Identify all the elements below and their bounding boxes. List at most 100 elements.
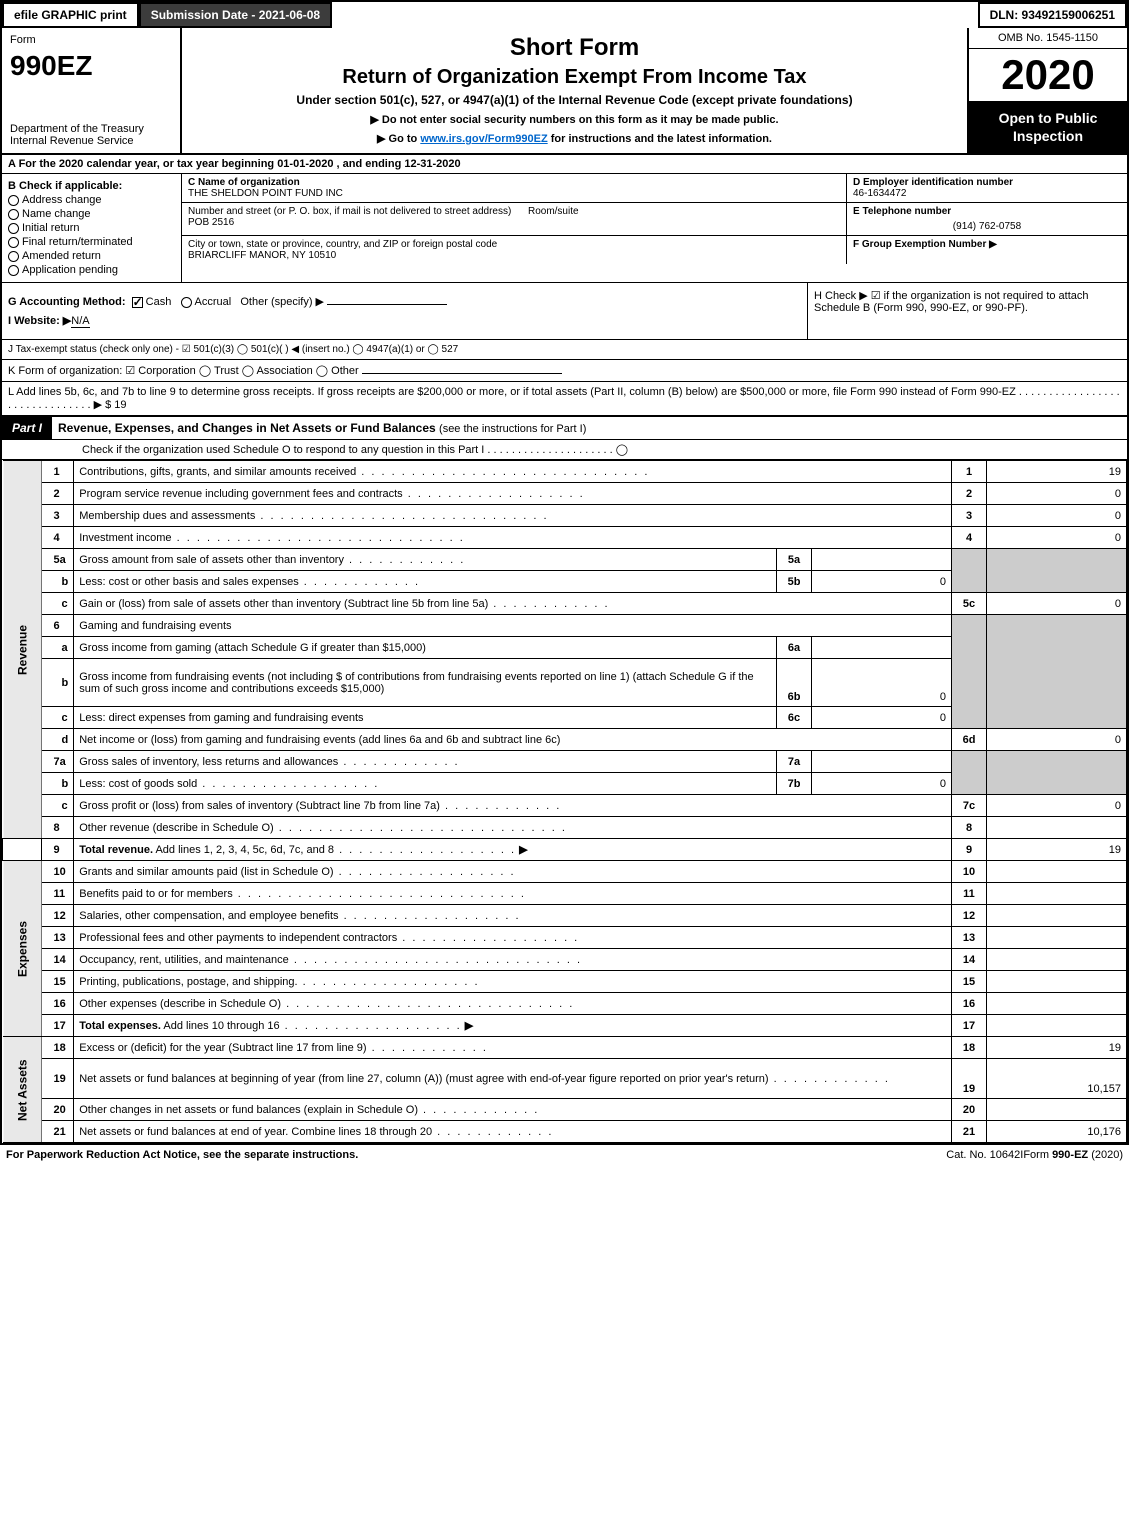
website-value: N/A: [71, 315, 89, 328]
row-4: 4 Investment income 4 0: [3, 527, 1127, 549]
accrual-radio[interactable]: [181, 297, 192, 308]
amt-14: [987, 949, 1127, 971]
inner-ln-6a: 6a: [777, 637, 812, 659]
amt-16: [987, 993, 1127, 1015]
phone-label: E Telephone number: [853, 206, 1121, 217]
initial-return-radio[interactable]: [8, 223, 19, 234]
desc-5b: Less: cost or other basis and sales expe…: [79, 576, 420, 588]
ln-19: 19: [41, 1059, 74, 1099]
name-change-radio[interactable]: [8, 209, 19, 220]
footer-catalog: Cat. No. 10642I: [946, 1149, 1023, 1161]
row-6: 6 Gaming and fundraising events: [3, 615, 1127, 637]
desc-7c: Gross profit or (loss) from sales of inv…: [79, 800, 561, 812]
row-1: Revenue 1 Contributions, gifts, grants, …: [3, 461, 1127, 483]
ln-12: 12: [41, 905, 74, 927]
row-7c: c Gross profit or (loss) from sales of i…: [3, 795, 1127, 817]
amt-21: 10,176: [987, 1121, 1127, 1143]
desc-8: Other revenue (describe in Schedule O): [79, 822, 567, 834]
inner-ln-7a: 7a: [777, 751, 812, 773]
inner-ln-7b: 7b: [777, 773, 812, 795]
desc-5c: Gain or (loss) from sale of assets other…: [79, 598, 609, 610]
desc-12: Salaries, other compensation, and employ…: [79, 910, 520, 922]
final-return-radio[interactable]: [8, 237, 19, 248]
amt-4: 0: [987, 527, 1127, 549]
num-12: 12: [952, 905, 987, 927]
row-21: 21 Net assets or fund balances at end of…: [3, 1121, 1127, 1143]
ln-9: 9: [41, 839, 74, 861]
addr-value: POB 2516: [188, 217, 840, 228]
num-8: 8: [952, 817, 987, 839]
num-9: 9: [952, 839, 987, 861]
desc-2: Program service revenue including govern…: [79, 488, 584, 500]
check-application-pending: Application pending: [22, 264, 118, 276]
desc-18: Excess or (deficit) for the year (Subtra…: [79, 1042, 488, 1054]
num-20: 20: [952, 1099, 987, 1121]
cash-checkbox[interactable]: [132, 297, 143, 308]
part-1-title: Revenue, Expenses, and Changes in Net As…: [58, 421, 436, 435]
ln-13: 13: [41, 927, 74, 949]
form-header: Form 990EZ Department of the Treasury In…: [2, 28, 1127, 155]
ln-5a: 5a: [41, 549, 74, 571]
row-9: 9 Total revenue. Add lines 1, 2, 3, 4, 5…: [3, 839, 1127, 861]
address-change-radio[interactable]: [8, 195, 19, 206]
row-8: 8 Other revenue (describe in Schedule O)…: [3, 817, 1127, 839]
line-J: J Tax-exempt status (check only one) - ☑…: [2, 340, 1127, 360]
desc-17-bold: Total expenses.: [79, 1020, 161, 1032]
inner-amt-6a: [812, 637, 952, 659]
efile-print-button[interactable]: efile GRAPHIC print: [2, 2, 139, 28]
irs-link[interactable]: www.irs.gov/Form990EZ: [420, 133, 547, 145]
side-label-expenses: Expenses: [3, 861, 42, 1037]
ln-6c: c: [41, 707, 74, 729]
form-label: Form: [10, 34, 172, 46]
num-7c: 7c: [952, 795, 987, 817]
amended-return-radio[interactable]: [8, 251, 19, 262]
amt-7c: 0: [987, 795, 1127, 817]
num-14: 14: [952, 949, 987, 971]
subtitle: Under section 501(c), 527, or 4947(a)(1)…: [190, 93, 959, 107]
desc-7b: Less: cost of goods sold: [79, 778, 379, 790]
row-11: 11 Benefits paid to or for members 11: [3, 883, 1127, 905]
inner-ln-6c: 6c: [777, 707, 812, 729]
note-ssn: ▶ Do not enter social security numbers o…: [190, 113, 959, 126]
amt-2: 0: [987, 483, 1127, 505]
footer-paperwork: For Paperwork Reduction Act Notice, see …: [6, 1149, 946, 1161]
desc-9: Add lines 1, 2, 3, 4, 5c, 6d, 7c, and 8: [155, 844, 334, 856]
amt-17: [987, 1015, 1127, 1037]
ln-11: 11: [41, 883, 74, 905]
line-H: H Check ▶ ☑ if the organization is not r…: [807, 283, 1127, 339]
ln-6b: b: [41, 659, 74, 707]
amt-9: 19: [987, 839, 1127, 861]
row-5a: 5a Gross amount from sale of assets othe…: [3, 549, 1127, 571]
amt-15: [987, 971, 1127, 993]
row-18: Net Assets 18 Excess or (deficit) for th…: [3, 1037, 1127, 1059]
omb-number: OMB No. 1545-1150: [969, 28, 1127, 49]
inner-ln-5a: 5a: [777, 549, 812, 571]
line-A: A For the 2020 calendar year, or tax yea…: [2, 155, 1127, 174]
ln-1: 1: [41, 461, 74, 483]
ln-3: 3: [41, 505, 74, 527]
desc-15: Printing, publications, postage, and shi…: [79, 976, 479, 988]
row-14: 14 Occupancy, rent, utilities, and maint…: [3, 949, 1127, 971]
ln-17: 17: [41, 1015, 74, 1037]
desc-20: Other changes in net assets or fund bala…: [79, 1104, 539, 1116]
amt-3: 0: [987, 505, 1127, 527]
submission-date-button[interactable]: Submission Date - 2021-06-08: [139, 2, 332, 28]
num-4: 4: [952, 527, 987, 549]
dln-label: DLN: 93492159006251: [978, 2, 1127, 28]
desc-3: Membership dues and assessments: [79, 510, 548, 522]
row-20: 20 Other changes in net assets or fund b…: [3, 1099, 1127, 1121]
row-3: 3 Membership dues and assessments 3 0: [3, 505, 1127, 527]
addr-label: Number and street (or P. O. box, if mail…: [188, 206, 840, 217]
row-15: 15 Printing, publications, postage, and …: [3, 971, 1127, 993]
city-label: City or town, state or province, country…: [188, 239, 840, 250]
ln-20: 20: [41, 1099, 74, 1121]
check-final-return: Final return/terminated: [22, 236, 133, 248]
ln-10: 10: [41, 861, 74, 883]
note-goto-pre: ▶ Go to: [377, 133, 420, 145]
application-pending-radio[interactable]: [8, 265, 19, 276]
amt-1: 19: [987, 461, 1127, 483]
amt-20: [987, 1099, 1127, 1121]
tax-year: 2020: [969, 49, 1127, 101]
note-goto: ▶ Go to www.irs.gov/Form990EZ for instru…: [190, 132, 959, 145]
ln-15: 15: [41, 971, 74, 993]
